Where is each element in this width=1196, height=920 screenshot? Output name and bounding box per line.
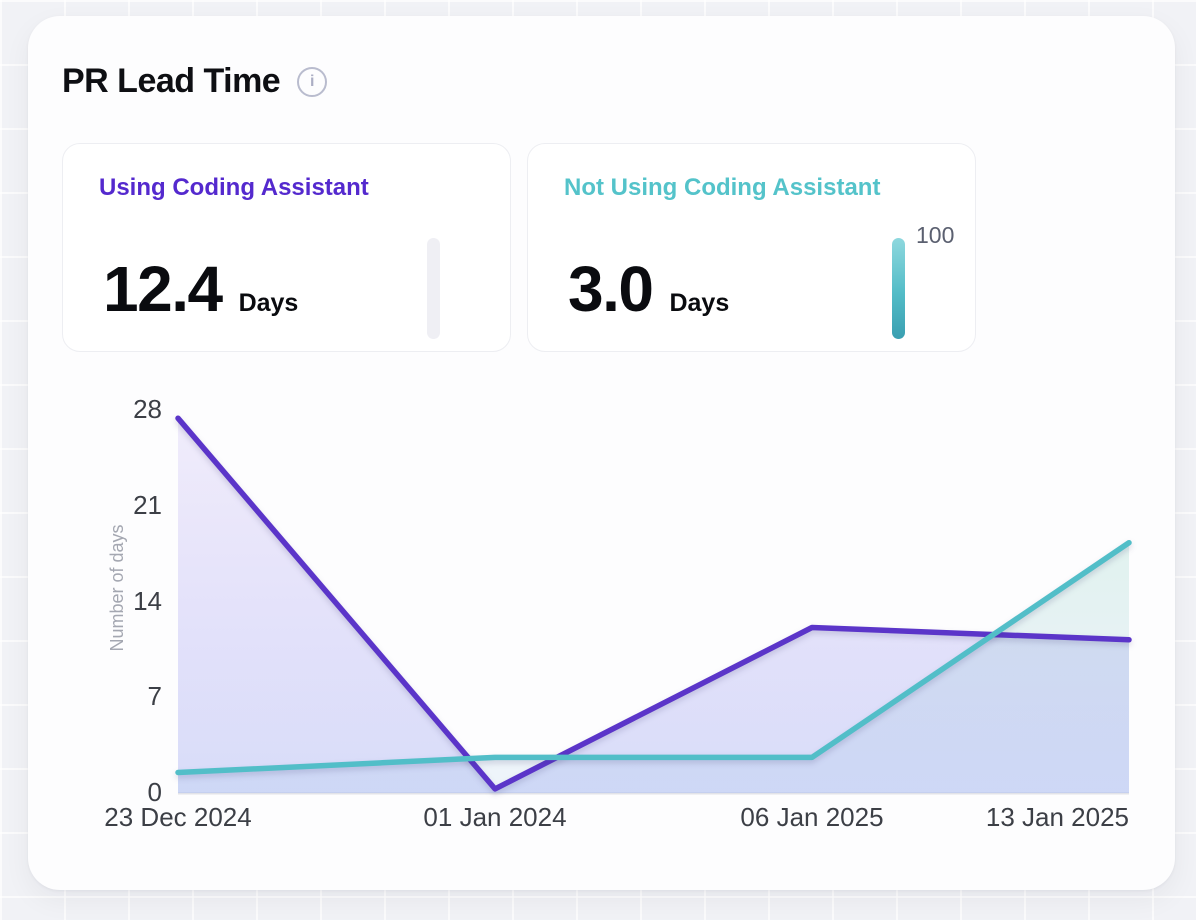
stat-value-using-assistant: 12.4 <box>103 253 223 325</box>
x-tick-label: 23 Dec 2024 <box>104 802 252 832</box>
stat-bar-value-label: 100 <box>916 222 955 248</box>
chart-line-series-1 <box>175 539 1132 776</box>
stat-value-row: 12.4 Days <box>103 257 298 321</box>
stat-unit-label: Days <box>238 289 299 317</box>
y-tick-label: 7 <box>147 681 162 712</box>
y-tick-label: 28 <box>133 394 162 424</box>
stat-card-not-using-assistant: Not Using Coding Assistant 3.0 Days 100 <box>527 143 976 352</box>
info-icon[interactable]: i <box>297 66 328 97</box>
stat-label-using-assistant: Using Coding Assistant <box>99 174 369 201</box>
stat-bar-empty <box>427 238 440 339</box>
stat-bar-filled <box>892 238 905 339</box>
stat-card-using-assistant: Using Coding Assistant 12.4 Days <box>62 143 511 352</box>
x-tick-label: 06 Jan 2025 <box>740 802 884 832</box>
stat-value-not-using-assistant: 3.0 <box>568 253 654 325</box>
y-tick-label: 21 <box>133 489 162 520</box>
y-tick-label: 14 <box>133 585 162 616</box>
stat-label-not-using-assistant: Not Using Coding Assistant <box>564 174 881 201</box>
stat-unit-label: Days <box>669 289 730 317</box>
info-icon-glyph: i <box>310 72 315 90</box>
x-tick-label: 01 Jan 2024 <box>423 802 567 832</box>
stats-row: Using Coding Assistant 12.4 Days Not Usi… <box>62 143 976 352</box>
chart-area-series-1 <box>178 542 1129 793</box>
stat-value-row: 3.0 Days <box>568 257 729 321</box>
pr-lead-time-card: PR Lead Time i Using Coding Assistant 12… <box>28 16 1175 890</box>
x-tick-label: 13 Jan 2025 <box>985 802 1129 832</box>
chart-line-series-0 <box>175 415 1132 792</box>
card-header: PR Lead Time i <box>62 62 328 101</box>
y-tick-label: 0 <box>147 777 162 807</box>
chart-area-series-0 <box>178 418 1129 793</box>
y-axis-title: Number of days <box>107 524 127 652</box>
page-title: PR Lead Time <box>62 62 281 100</box>
